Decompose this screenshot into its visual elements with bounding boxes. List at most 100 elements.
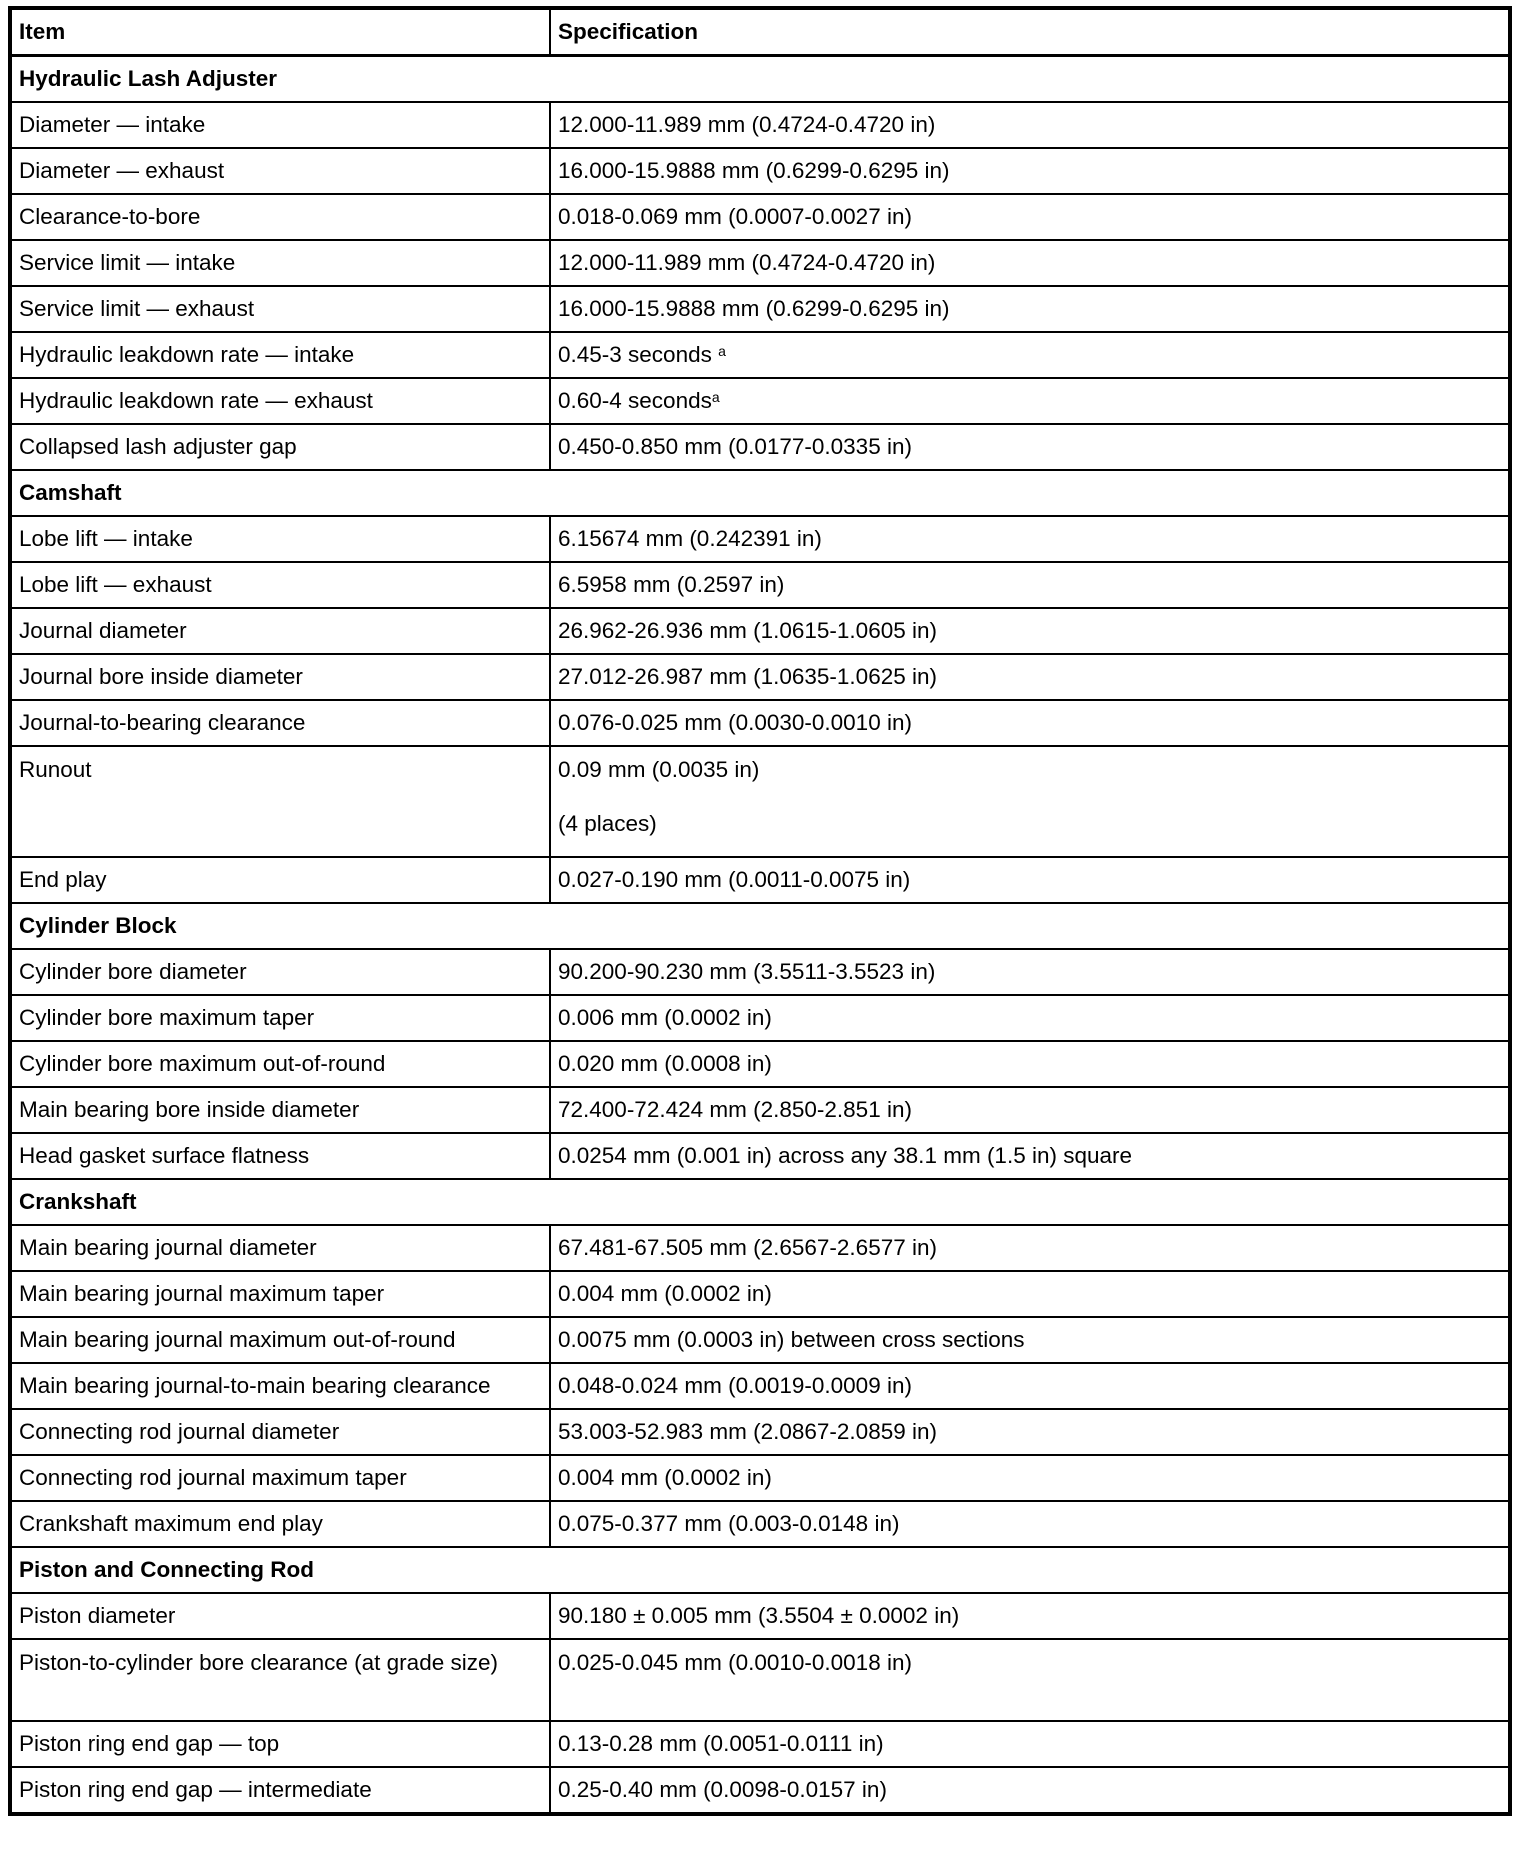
table-row: Journal bore inside diameter 27.012-26.98… — [9, 653, 1511, 701]
item-cell: Diameter — exhaust — [9, 147, 551, 195]
spec-cell: 0.048-0.024 mm (0.0019-0.0009 in) — [549, 1362, 1511, 1410]
spec-value: 90.200-90.230 mm (3.5511-3.5523 in) — [558, 959, 936, 984]
item-cell: Diameter — intake — [9, 101, 551, 149]
spec-value: 12.000-11.989 mm (0.4724-0.4720 in) — [558, 250, 936, 275]
spec-value: 0.076-0.025 mm (0.0030-0.0010 in) — [558, 710, 912, 735]
table-row: Main bearing journal diameter 67.481-67.5… — [9, 1224, 1511, 1272]
section-title: Crankshaft — [9, 1178, 1511, 1226]
spec-value: 27.012-26.987 mm (1.0635-1.0625 in) — [558, 664, 937, 689]
item-cell: Piston ring end gap — intermediate — [9, 1766, 551, 1815]
table-row: Service limit — exhaust 16.000-15.9888 mm… — [9, 285, 1511, 333]
section-row: Piston and Connecting Rod — [9, 1546, 1511, 1594]
spec-value: 0.25-0.40 mm (0.0098-0.0157 in) — [558, 1777, 887, 1802]
spec-value: 0.027-0.190 mm (0.0011-0.0075 in) — [558, 867, 911, 892]
spec-cell: 26.962-26.936 mm (1.0615-1.0605 in) — [549, 607, 1511, 655]
spec-cell: 0.09 mm (0.0035 in) (4 places) — [549, 745, 1511, 858]
table-row: Main bearing journal maximum out-of-roun… — [9, 1316, 1511, 1364]
table-row: Head gasket surface flatness 0.0254 mm (0… — [9, 1132, 1511, 1180]
header-specification: Specification — [549, 7, 1511, 57]
spec-value: 90.180 ± 0.005 mm (3.5504 ± 0.0002 in) — [558, 1603, 960, 1628]
spec-cell: 27.012-26.987 mm (1.0635-1.0625 in) — [549, 653, 1511, 701]
spec-cell: 0.076-0.025 mm (0.0030-0.0010 in) — [549, 699, 1511, 747]
item-cell: Crankshaft maximum end play — [9, 1500, 551, 1548]
table-row: Lobe lift — exhaust 6.5958 mm (0.2597 in) — [9, 561, 1511, 609]
table-row: Hydraulic leakdown rate — exhaust 0.60-4 … — [9, 377, 1511, 425]
table-row: End play 0.027-0.190 mm (0.0011-0.0075 in… — [9, 856, 1511, 904]
item-cell: Main bearing journal-to-main bearing cle… — [9, 1362, 551, 1410]
specification-table: Item Specification Hydraulic Lash Adjust… — [8, 6, 1512, 1816]
table-row: Main bearing journal maximum taper 0.004 … — [9, 1270, 1511, 1318]
spec-cell: 90.180 ± 0.005 mm (3.5504 ± 0.0002 in) — [549, 1592, 1511, 1640]
spec-note: (4 places) — [558, 811, 657, 836]
item-cell: Cylinder bore diameter — [9, 948, 551, 996]
spec-value: 0.006 mm (0.0002 in) — [558, 1005, 772, 1030]
item-cell: Runout — [9, 745, 551, 858]
spec-value: 0.075-0.377 mm (0.003-0.0148 in) — [558, 1511, 900, 1536]
spec-cell: 53.003-52.983 mm (2.0867-2.0859 in) — [549, 1408, 1511, 1456]
table-row: Lobe lift — intake 6.15674 mm (0.242391 i… — [9, 515, 1511, 563]
spec-cell: 0.027-0.190 mm (0.0011-0.0075 in) — [549, 856, 1511, 904]
spec-cell: 72.400-72.424 mm (2.850-2.851 in) — [549, 1086, 1511, 1134]
spec-cell: 0.0254 mm (0.001 in) across any 38.1 mm … — [549, 1132, 1511, 1180]
spec-cell: 0.018-0.069 mm (0.0007-0.0027 in) — [549, 193, 1511, 241]
spec-value: 0.09 mm (0.0035 in) — [558, 757, 760, 782]
spec-cell: 0.004 mm (0.0002 in) — [549, 1454, 1511, 1502]
table-row: Crankshaft maximum end play 0.075-0.377 m… — [9, 1500, 1511, 1548]
section-row: Camshaft — [9, 469, 1511, 517]
table-row: Journal-to-bearing clearance 0.076-0.025 … — [9, 699, 1511, 747]
spec-value: 0.004 mm (0.0002 in) — [558, 1465, 772, 1490]
table-row: Clearance-to-bore 0.018-0.069 mm (0.0007-… — [9, 193, 1511, 241]
spec-cell: 16.000-15.9888 mm (0.6299-0.6295 in) — [549, 285, 1511, 333]
item-cell: Main bearing journal maximum out-of-roun… — [9, 1316, 551, 1364]
item-cell: Hydraulic leakdown rate — exhaust — [9, 377, 551, 425]
item-cell: Piston ring end gap — top — [9, 1720, 551, 1768]
table-row: Diameter — exhaust 16.000-15.9888 mm (0.6… — [9, 147, 1511, 195]
section-title: Piston and Connecting Rod — [9, 1546, 1511, 1594]
item-cell: Main bearing bore inside diameter — [9, 1086, 551, 1134]
item-cell: Cylinder bore maximum taper — [9, 994, 551, 1042]
spec-value: 6.15674 mm (0.242391 in) — [558, 526, 822, 551]
spec-value: 0.45-3 seconds — [558, 342, 719, 367]
spec-value: 0.018-0.069 mm (0.0007-0.0027 in) — [558, 204, 912, 229]
item-cell: Collapsed lash adjuster gap — [9, 423, 551, 471]
spec-value: 0.025-0.045 mm (0.0010-0.0018 in) — [558, 1650, 912, 1675]
spec-cell: 0.075-0.377 mm (0.003-0.0148 in) — [549, 1500, 1511, 1548]
spec-value: 6.5958 mm (0.2597 in) — [558, 572, 785, 597]
table-row: Collapsed lash adjuster gap 0.450-0.850 m… — [9, 423, 1511, 471]
spec-value: 0.60-4 seconds — [558, 388, 712, 413]
table-row: Piston-to-cylinder bore clearance (at gr… — [9, 1638, 1511, 1722]
spec-value: 0.13-0.28 mm (0.0051-0.0111 in) — [558, 1731, 884, 1756]
spec-value: 0.450-0.850 mm (0.0177-0.0335 in) — [558, 434, 912, 459]
spec-cell: 6.5958 mm (0.2597 in) — [549, 561, 1511, 609]
item-cell: Piston-to-cylinder bore clearance (at gr… — [9, 1638, 551, 1722]
spec-cell: 0.006 mm (0.0002 in) — [549, 994, 1511, 1042]
item-cell: Lobe lift — intake — [9, 515, 551, 563]
footnote-marker: a — [718, 343, 726, 359]
spec-cell: 0.450-0.850 mm (0.0177-0.0335 in) — [549, 423, 1511, 471]
item-cell: Main bearing journal maximum taper — [9, 1270, 551, 1318]
spec-cell: 67.481-67.505 mm (2.6567-2.6577 in) — [549, 1224, 1511, 1272]
footnote-marker: a — [711, 389, 720, 405]
item-cell: Journal-to-bearing clearance — [9, 699, 551, 747]
item-cell: Cylinder bore maximum out-of-round — [9, 1040, 551, 1088]
spec-value: 0.0254 mm (0.001 in) across any 38.1 mm … — [558, 1143, 1133, 1168]
spec-cell: 0.020 mm (0.0008 in) — [549, 1040, 1511, 1088]
table-row: Piston diameter 90.180 ± 0.005 mm (3.5504… — [9, 1592, 1511, 1640]
spec-cell: 0.025-0.045 mm (0.0010-0.0018 in) — [549, 1638, 1511, 1722]
spec-value: 0.020 mm (0.0008 in) — [558, 1051, 772, 1076]
table-row: Diameter — intake 12.000-11.989 mm (0.472… — [9, 101, 1511, 149]
section-title: Hydraulic Lash Adjuster — [9, 54, 1511, 103]
table-row: Journal diameter 26.962-26.936 mm (1.0615… — [9, 607, 1511, 655]
spec-value: 26.962-26.936 mm (1.0615-1.0605 in) — [558, 618, 937, 643]
item-cell: Hydraulic leakdown rate — intake — [9, 331, 551, 379]
table-row: Piston ring end gap — top 0.13-0.28 mm (0… — [9, 1720, 1511, 1768]
spec-cell: 0.60-4 secondsa — [549, 377, 1511, 425]
section-title: Camshaft — [9, 469, 1511, 517]
header-item: Item — [9, 7, 551, 57]
table-row: Main bearing journal-to-main bearing cle… — [9, 1362, 1511, 1410]
item-cell: Connecting rod journal maximum taper — [9, 1454, 551, 1502]
item-cell: Service limit — intake — [9, 239, 551, 287]
table-row: Cylinder bore maximum out-of-round 0.020 … — [9, 1040, 1511, 1088]
spec-cell: 0.13-0.28 mm (0.0051-0.0111 in) — [549, 1720, 1511, 1768]
item-cell: End play — [9, 856, 551, 904]
